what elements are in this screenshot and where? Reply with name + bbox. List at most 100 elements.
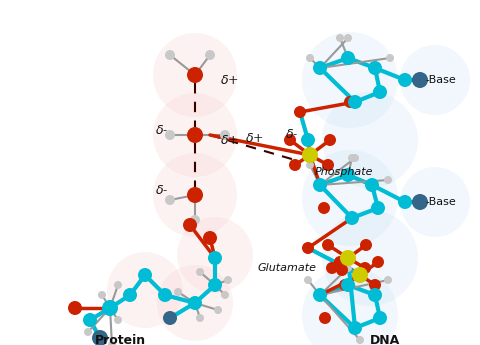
Circle shape — [153, 153, 237, 237]
Circle shape — [339, 279, 351, 291]
Circle shape — [196, 314, 204, 322]
Circle shape — [158, 288, 172, 302]
Circle shape — [208, 278, 222, 292]
Circle shape — [289, 159, 301, 171]
Circle shape — [322, 210, 418, 306]
Text: $\delta$+: $\delta$+ — [220, 73, 239, 87]
Text: Phosphate: Phosphate — [315, 167, 373, 177]
Circle shape — [336, 264, 348, 276]
Circle shape — [107, 252, 183, 328]
Circle shape — [108, 341, 116, 345]
Circle shape — [348, 154, 356, 162]
Circle shape — [221, 291, 229, 299]
Circle shape — [153, 93, 237, 177]
Circle shape — [373, 311, 387, 325]
Circle shape — [341, 51, 355, 65]
Circle shape — [220, 130, 230, 140]
Circle shape — [92, 330, 108, 345]
Circle shape — [183, 218, 197, 232]
Circle shape — [400, 45, 470, 115]
Circle shape — [83, 313, 97, 327]
Circle shape — [302, 32, 398, 128]
Circle shape — [138, 268, 152, 282]
Circle shape — [373, 85, 387, 99]
Circle shape — [398, 195, 412, 209]
Circle shape — [341, 278, 355, 292]
Circle shape — [345, 211, 359, 225]
Circle shape — [84, 328, 92, 336]
Circle shape — [326, 262, 338, 274]
Circle shape — [304, 276, 312, 284]
Circle shape — [356, 336, 364, 344]
Circle shape — [165, 50, 175, 60]
Circle shape — [203, 231, 217, 245]
Circle shape — [294, 106, 306, 118]
Circle shape — [163, 311, 177, 325]
Text: $\delta$-: $\delta$- — [155, 124, 168, 137]
Circle shape — [344, 264, 352, 272]
Circle shape — [412, 72, 428, 88]
Circle shape — [196, 268, 204, 276]
Circle shape — [114, 281, 122, 289]
Circle shape — [313, 61, 327, 75]
Circle shape — [313, 288, 327, 302]
Circle shape — [348, 95, 362, 109]
Circle shape — [340, 250, 356, 266]
Circle shape — [369, 279, 381, 291]
Circle shape — [102, 300, 118, 316]
Circle shape — [284, 134, 296, 146]
Text: -Base: -Base — [425, 197, 456, 207]
Circle shape — [177, 217, 253, 293]
Circle shape — [188, 296, 202, 310]
Circle shape — [384, 276, 392, 284]
Circle shape — [205, 50, 215, 60]
Circle shape — [302, 147, 318, 163]
Text: DNA: DNA — [370, 334, 400, 345]
Circle shape — [336, 34, 344, 42]
Circle shape — [224, 276, 232, 284]
Circle shape — [318, 202, 330, 214]
Circle shape — [165, 195, 175, 205]
Circle shape — [98, 291, 106, 299]
Circle shape — [360, 239, 372, 251]
Circle shape — [324, 134, 336, 146]
Circle shape — [187, 127, 203, 143]
Circle shape — [157, 265, 233, 341]
Circle shape — [302, 150, 398, 246]
Circle shape — [174, 288, 182, 296]
Circle shape — [348, 321, 362, 335]
Text: $\delta$-: $\delta$- — [155, 184, 168, 197]
Circle shape — [384, 176, 392, 184]
Circle shape — [165, 130, 175, 140]
Circle shape — [351, 154, 359, 162]
Circle shape — [368, 288, 382, 302]
Circle shape — [302, 267, 398, 345]
Circle shape — [400, 167, 470, 237]
Circle shape — [68, 301, 82, 315]
Circle shape — [190, 215, 200, 225]
Circle shape — [365, 178, 379, 192]
Circle shape — [306, 161, 314, 169]
Circle shape — [412, 194, 428, 210]
Circle shape — [306, 54, 314, 62]
Circle shape — [352, 267, 368, 283]
Circle shape — [153, 33, 237, 117]
Circle shape — [359, 262, 371, 274]
Circle shape — [322, 92, 418, 188]
Text: $\delta$+: $\delta$+ — [220, 134, 239, 147]
Circle shape — [386, 54, 394, 62]
Circle shape — [214, 306, 222, 314]
Text: -Base: -Base — [425, 75, 456, 85]
Circle shape — [398, 73, 412, 87]
Text: $\delta$-: $\delta$- — [285, 128, 299, 141]
Circle shape — [344, 96, 356, 108]
Circle shape — [187, 187, 203, 203]
Text: Protein: Protein — [95, 334, 146, 345]
Circle shape — [319, 312, 331, 324]
Circle shape — [334, 256, 346, 268]
Circle shape — [301, 133, 315, 147]
Circle shape — [114, 316, 122, 324]
Circle shape — [341, 168, 355, 182]
Circle shape — [187, 67, 203, 83]
Circle shape — [372, 256, 384, 268]
